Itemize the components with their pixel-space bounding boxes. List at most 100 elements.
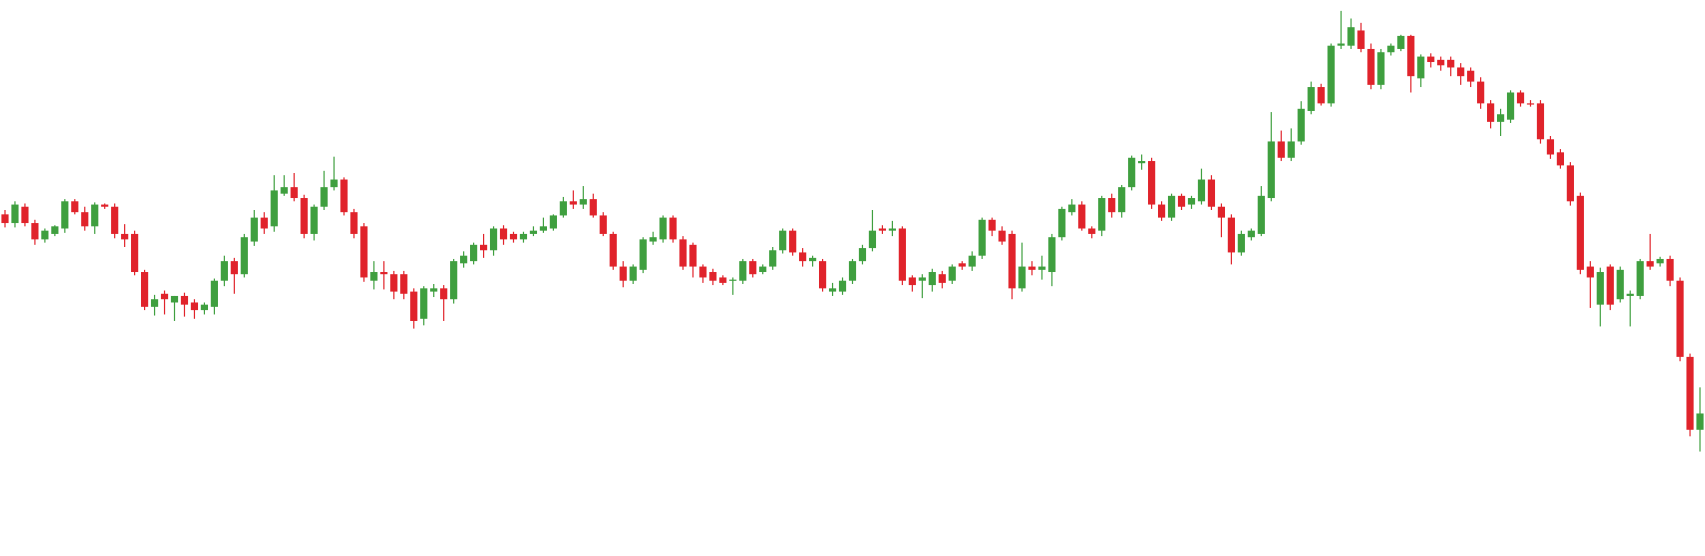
candle-body — [1506, 92, 1515, 120]
candle-body — [91, 204, 99, 227]
candle-body — [1038, 266, 1046, 270]
candle-body — [440, 288, 448, 300]
candle-body — [898, 228, 906, 281]
candle-body — [1068, 204, 1076, 213]
candle-body — [1516, 92, 1525, 104]
candle-body — [868, 230, 877, 249]
candle-body — [1197, 179, 1206, 202]
candle-body — [1217, 206, 1226, 218]
candle-body — [380, 272, 388, 275]
candle-body — [1167, 195, 1176, 218]
candle-body — [978, 219, 986, 256]
candle-body — [848, 261, 857, 281]
candle-body — [639, 239, 647, 270]
candle-body — [1636, 261, 1644, 296]
candle-body — [1297, 108, 1305, 142]
candle-body — [230, 261, 238, 275]
candle-body — [430, 288, 438, 292]
candle-body — [420, 288, 428, 319]
candle-body — [729, 279, 737, 281]
candle-body — [1437, 59, 1445, 66]
candle-body — [290, 187, 298, 199]
candle-body — [11, 204, 19, 224]
candle-body — [1227, 217, 1235, 253]
candle-body — [280, 187, 288, 194]
candle-body — [220, 261, 228, 281]
candle-body — [1187, 198, 1196, 205]
candle-body — [779, 230, 787, 251]
candle-body — [21, 206, 29, 224]
candle-body — [739, 261, 747, 281]
candle-body — [629, 266, 637, 281]
candle-body — [878, 228, 887, 231]
candle-body — [1257, 195, 1265, 234]
candle-body — [619, 266, 627, 281]
candle-body — [1128, 157, 1136, 188]
candle-body — [1347, 27, 1355, 46]
candle-body — [1487, 103, 1495, 122]
candle-body — [1447, 59, 1455, 68]
candle-body — [1397, 35, 1405, 49]
candle-body — [549, 215, 557, 229]
candle-body — [968, 255, 976, 267]
candle-body — [1626, 293, 1634, 296]
candle-body — [300, 198, 308, 234]
candle-body — [659, 217, 667, 240]
candle-body — [908, 277, 916, 286]
candle-body — [1387, 45, 1395, 53]
candle-body — [200, 304, 209, 311]
candle-body — [1417, 56, 1425, 79]
candle-body — [928, 272, 936, 286]
candle-body — [689, 244, 697, 267]
candle-body — [1207, 179, 1216, 207]
candle-body — [81, 212, 89, 227]
candle-body — [1666, 258, 1674, 281]
candle-body — [918, 277, 926, 281]
candle-body — [589, 199, 597, 216]
candle-body — [1028, 266, 1036, 270]
candle-body — [1157, 204, 1166, 218]
candle-body — [1606, 266, 1614, 305]
candle-body — [529, 230, 538, 234]
candle-body — [948, 266, 956, 281]
candle-body — [759, 266, 767, 273]
candle-body — [749, 261, 757, 275]
candle-body — [360, 226, 368, 278]
candle-body — [310, 206, 318, 234]
candle-body — [1536, 103, 1545, 140]
candle-body — [818, 261, 827, 289]
candle-body — [539, 226, 548, 231]
candle-body — [1337, 43, 1345, 46]
candle-body — [1367, 48, 1375, 85]
candle-body — [31, 223, 39, 240]
candle-body — [1696, 413, 1704, 430]
candle-body — [260, 217, 268, 229]
candle-body — [270, 190, 278, 227]
candle-body — [1576, 195, 1584, 270]
candle-body — [479, 244, 488, 251]
candle-body — [170, 295, 179, 303]
candle-body — [121, 233, 129, 240]
candle-body — [1586, 266, 1594, 278]
candle-body — [988, 219, 996, 231]
candle-body — [1008, 233, 1016, 289]
candle-body — [1556, 152, 1565, 166]
candle-body — [599, 215, 607, 234]
candle-body — [669, 217, 677, 240]
candle-body — [51, 226, 59, 234]
candle-body — [1098, 198, 1106, 231]
candle-body — [559, 201, 567, 216]
candle-body — [410, 291, 418, 321]
candle-body — [1676, 280, 1684, 357]
candle-body — [1377, 52, 1385, 85]
candle-body — [1, 214, 9, 224]
candle-body — [649, 237, 657, 242]
candle-body — [1496, 114, 1505, 122]
candle-body — [1237, 233, 1245, 253]
candle-body — [1596, 272, 1604, 305]
candle-body — [1526, 103, 1535, 105]
candle-body — [709, 272, 717, 281]
candle-body — [1048, 237, 1056, 273]
